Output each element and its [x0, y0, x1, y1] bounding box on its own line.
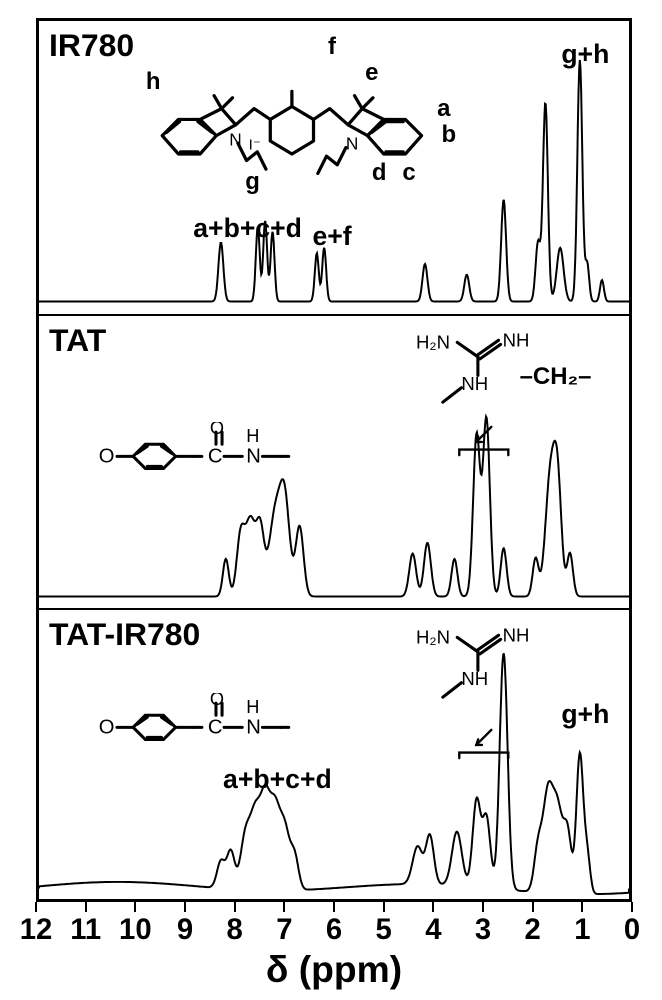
svg-text:H₂N: H₂N: [416, 627, 450, 648]
structure-guanidine: H₂N NH NH: [416, 625, 550, 713]
x-ticks: 1211109876543210: [36, 914, 632, 944]
svg-text:N: N: [246, 716, 261, 738]
svg-text:C: C: [208, 445, 223, 467]
svg-text:H: H: [246, 697, 259, 717]
x-tick-label: 9: [177, 914, 193, 947]
x-tickmark: [482, 902, 484, 912]
svg-text:H₂N: H₂N: [416, 332, 450, 353]
panel-title: TAT-IR780: [49, 616, 200, 653]
svg-text:O: O: [210, 693, 224, 709]
x-tickmark: [532, 902, 534, 912]
x-tick-label: 3: [475, 914, 491, 947]
svg-text:NH: NH: [462, 668, 489, 689]
x-tick-label: 5: [376, 914, 392, 947]
svg-text:I⁻: I⁻: [249, 136, 261, 153]
x-tick-label: 6: [326, 914, 342, 947]
svg-text:NH: NH: [462, 373, 489, 394]
peak-label: g+h: [561, 39, 609, 70]
x-tickmark: [184, 902, 186, 912]
panel-title: IR780: [49, 27, 134, 64]
panel-tat: TAT–CH₂– O C O N H H₂N NH: [39, 316, 629, 611]
structure-amide: O C O N H: [59, 693, 367, 769]
svg-text:C: C: [208, 716, 223, 738]
x-tickmark: [134, 902, 136, 912]
svg-text:N: N: [246, 445, 261, 467]
x-tick-label: 1: [574, 914, 590, 947]
x-tickmark: [432, 902, 434, 912]
x-tick-label: 11: [70, 914, 101, 947]
x-tickmark: [283, 902, 285, 912]
x-tick-label: 0: [624, 914, 640, 947]
svg-text:NH: NH: [503, 330, 530, 351]
x-tick-label: 12: [20, 914, 53, 947]
svg-text:O: O: [99, 716, 115, 738]
peak-label: g+h: [561, 699, 609, 730]
structure-ir780: N N I⁻: [128, 33, 456, 200]
structure-guanidine: H₂N NH NH: [416, 330, 550, 418]
svg-text:N: N: [346, 133, 358, 153]
x-tickmark: [234, 902, 236, 912]
panel-ir780: IR780a+b+c+de+fg+hhfeabcdg N: [39, 21, 629, 316]
x-axis-label: δ (ppm): [36, 948, 632, 991]
bracket-arrow: [454, 728, 514, 780]
bracket-arrow: [454, 425, 514, 477]
x-tickmark: [631, 902, 633, 912]
x-tickmark: [581, 902, 583, 912]
x-tickmark: [35, 902, 37, 912]
peak-label: e+f: [312, 221, 351, 252]
x-tick-label: 4: [425, 914, 441, 947]
x-tickmark: [85, 902, 87, 912]
x-tick-label: 2: [525, 914, 541, 947]
panel-title: TAT: [49, 322, 106, 359]
panel-tat-ir780: TAT-IR780a+b+c+dg+h O C O N H H₂N: [39, 610, 629, 905]
svg-text:NH: NH: [503, 625, 530, 646]
structure-amide: O C O N H: [59, 422, 367, 498]
x-tickmark: [333, 902, 335, 912]
svg-text:H: H: [246, 426, 259, 446]
x-tick-label: 10: [119, 914, 152, 947]
x-tick-label: 7: [276, 914, 292, 947]
x-tickmark: [383, 902, 385, 912]
svg-text:O: O: [99, 445, 115, 467]
peak-label: a+b+c+d: [193, 213, 302, 244]
nmr-figure: IR780a+b+c+de+fg+hhfeabcdg N: [36, 18, 632, 902]
x-tick-label: 8: [227, 914, 243, 947]
svg-text:O: O: [210, 422, 224, 438]
